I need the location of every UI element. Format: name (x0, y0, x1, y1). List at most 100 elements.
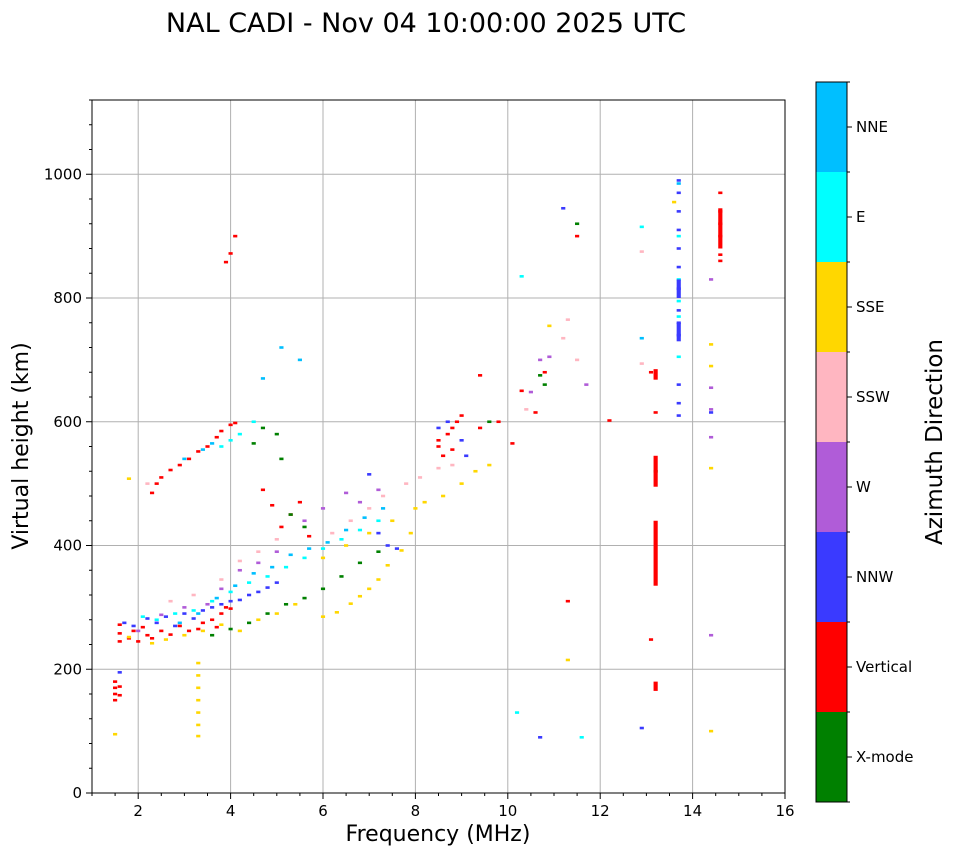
echo-point-nnw (376, 531, 381, 535)
x-tick-label: 4 (226, 802, 236, 820)
echo-point-sse (293, 602, 298, 606)
echo-point-w (709, 278, 714, 281)
echo-point-w (136, 629, 141, 633)
echo-point-vertical (297, 500, 302, 504)
y-axis-label: Virtual height (km) (9, 342, 34, 549)
x-tick-label: 10 (498, 802, 517, 820)
x-tick-label: 14 (683, 802, 702, 820)
echo-point-e (579, 736, 584, 739)
colorbar-segment (816, 622, 847, 712)
echo-point-vertical (459, 414, 464, 417)
echo-point-vertical (168, 468, 173, 472)
echo-point-w (205, 602, 210, 606)
colorbar-tick-label: Vertical (856, 658, 912, 676)
echo-point-w (320, 507, 326, 510)
echo-point-vertical (718, 259, 723, 263)
echo-point-sse (237, 629, 242, 633)
echo-point-nnw (676, 414, 681, 417)
echo-point-vertical (653, 411, 658, 414)
echo-point-nnw (676, 247, 681, 250)
echo-point-sse (113, 732, 118, 736)
echo-band-vertical (653, 681, 658, 691)
echo-point-nnw (676, 401, 681, 405)
echo-point-sse (126, 477, 132, 480)
echo-point-nnw (154, 621, 159, 625)
echo-point-nne (676, 182, 681, 185)
echo-point-nne (210, 442, 215, 445)
echo-point-sse (149, 641, 155, 645)
colorbar-segment (816, 172, 847, 262)
echo-point-vertical (149, 491, 155, 495)
echo-point-nne (639, 336, 644, 340)
echo-point-sse (126, 635, 132, 639)
echo-point-nnw (122, 621, 127, 625)
echo-point-sse (413, 507, 418, 510)
echo-point-xmode (210, 633, 215, 637)
echo-point-ssw (330, 531, 335, 535)
echo-point-nne (270, 565, 275, 569)
x-tick-label: 2 (133, 802, 143, 820)
x-tick-label: 8 (411, 802, 421, 820)
echo-point-nnw (163, 615, 168, 618)
echo-point-vertical (219, 612, 224, 615)
echo-point-w (219, 587, 224, 591)
y-axis-ticks: 0 200 400 600 800 1000 (44, 99, 92, 802)
echo-point-e (339, 538, 344, 541)
echo-point-sse (196, 734, 201, 738)
echo-point-vertical (117, 632, 122, 635)
echo-point-nne (344, 528, 349, 532)
echo-point-sse (200, 629, 205, 633)
echo-point-sse (390, 519, 395, 523)
echo-point-nnw (247, 593, 252, 597)
echo-point-vertical (445, 432, 450, 436)
echo-point-nne (307, 547, 312, 550)
colorbar-tick-label: E (856, 208, 865, 226)
echo-point-sse (399, 549, 404, 552)
echo-point-e (514, 711, 520, 714)
echo-point-ssw (367, 507, 372, 510)
echo-point-xmode (575, 222, 580, 226)
echo-point-w (709, 633, 714, 637)
echo-point-w (709, 408, 714, 411)
echo-point-vertical (117, 693, 122, 697)
echo-point-ssw (524, 408, 529, 411)
echo-point-w (256, 561, 261, 565)
echo-point-xmode (487, 420, 492, 424)
echo-point-nne (214, 596, 219, 600)
echo-point-e (639, 225, 644, 229)
echo-point-e (237, 432, 242, 436)
echo-point-sse (385, 564, 390, 567)
echo-point-xmode (288, 513, 293, 516)
echo-point-vertical (136, 640, 141, 643)
echo-point-nne (177, 621, 182, 625)
data-points (113, 179, 723, 739)
echo-point-xmode (302, 596, 307, 600)
echo-point-e (283, 565, 289, 569)
colorbar-segment (816, 352, 847, 442)
echo-point-nnw (210, 606, 215, 609)
echo-point-nnw (191, 617, 196, 620)
echo-point-vertical (168, 633, 173, 636)
echo-point-xmode (247, 621, 252, 625)
echo-band-nnw (676, 322, 681, 342)
echo-point-vertical (223, 260, 229, 264)
echo-point-nnw (639, 726, 644, 730)
echo-point-w (357, 500, 363, 504)
echo-point-sse (348, 602, 353, 605)
echo-point-sse (459, 482, 464, 485)
chart-title: NAL CADI - Nov 04 10:00:00 2025 UTC (166, 8, 686, 39)
echo-point-ssw (417, 476, 423, 479)
echo-point-xmode (228, 627, 233, 631)
echo-point-sse (163, 638, 168, 641)
colorbar-tick-label: SSW (856, 388, 890, 406)
echo-point-nnw (274, 581, 279, 584)
echo-point-ssw (380, 494, 386, 498)
echo-point-nnw (538, 736, 543, 739)
colorbar-frame (815, 81, 848, 803)
echo-point-e (173, 612, 178, 615)
echo-point-e (376, 519, 381, 523)
echo-point-vertical (607, 419, 612, 422)
echo-point-sse (709, 364, 714, 368)
echo-point-nnw (459, 439, 464, 442)
echo-point-ssw (450, 463, 455, 467)
